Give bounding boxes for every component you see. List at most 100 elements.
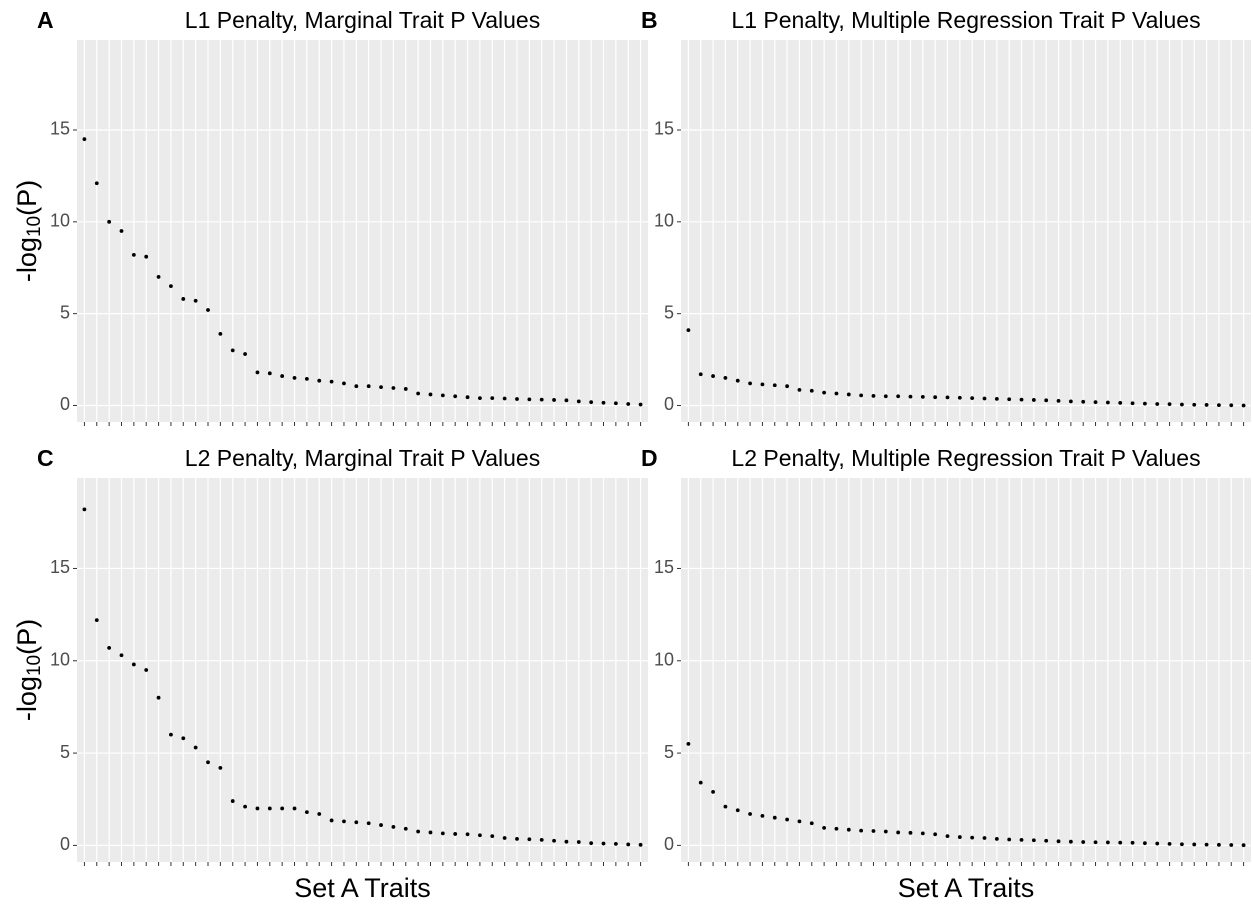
point — [1167, 402, 1172, 407]
point — [230, 799, 235, 803]
y-tick-label: 5 — [60, 302, 70, 322]
point — [846, 392, 851, 397]
y-tick-label: 5 — [60, 742, 70, 762]
point — [908, 394, 913, 399]
point — [982, 836, 987, 840]
point — [933, 832, 938, 837]
point — [1093, 840, 1098, 845]
point — [94, 618, 99, 623]
point — [243, 352, 247, 356]
point — [1204, 403, 1209, 407]
point — [453, 832, 458, 836]
point — [1229, 843, 1234, 847]
point — [292, 376, 297, 380]
point — [809, 388, 814, 393]
y-tick-label: 10 — [654, 650, 674, 670]
point — [478, 833, 482, 838]
point — [772, 815, 777, 820]
point — [193, 745, 198, 750]
point — [230, 348, 235, 353]
point — [440, 393, 445, 398]
point — [809, 821, 814, 826]
point — [169, 284, 173, 288]
y-axis-title: -log10(P) — [12, 619, 45, 721]
point — [1217, 403, 1221, 408]
point — [564, 839, 569, 844]
point — [822, 825, 827, 830]
point — [601, 841, 606, 846]
point — [527, 837, 532, 842]
point — [589, 400, 594, 405]
point — [957, 835, 962, 839]
point — [613, 842, 618, 846]
y-tick-label: 15 — [50, 557, 70, 577]
point — [1155, 402, 1160, 406]
point — [723, 376, 728, 380]
point — [218, 331, 223, 336]
y-tick-label: 15 — [654, 119, 674, 139]
point — [107, 219, 112, 224]
y-tick-label: 10 — [50, 650, 70, 670]
point — [280, 374, 285, 378]
y-axis-title: -log10(P) — [12, 180, 45, 282]
point — [82, 137, 87, 142]
point — [391, 386, 396, 390]
y-tick-label: 0 — [60, 834, 70, 854]
point — [760, 382, 765, 387]
point — [366, 821, 371, 826]
point — [1068, 839, 1073, 844]
y-tick-label: 15 — [50, 119, 70, 139]
point — [834, 391, 839, 396]
point — [970, 835, 975, 840]
y-tick-label: 15 — [654, 557, 674, 577]
point — [440, 831, 445, 836]
panel-title: L1 Penalty, Marginal Trait P Values — [185, 7, 540, 33]
point — [785, 817, 790, 822]
point — [1192, 402, 1197, 407]
point — [1068, 399, 1073, 404]
point — [711, 374, 715, 378]
point — [785, 384, 790, 389]
point — [698, 780, 703, 785]
point — [638, 842, 643, 847]
panel-title: L1 Penalty, Multiple Regression Trait P … — [731, 7, 1200, 33]
point — [119, 653, 124, 658]
point — [1130, 840, 1135, 845]
point — [1044, 838, 1049, 843]
point — [945, 834, 950, 839]
panel-background — [681, 478, 1251, 862]
point — [908, 830, 913, 835]
point — [576, 399, 581, 404]
point — [601, 400, 606, 405]
point — [871, 394, 876, 398]
point — [478, 396, 482, 401]
point — [735, 378, 740, 383]
point — [403, 826, 408, 831]
point — [626, 842, 631, 847]
point — [846, 827, 851, 832]
point — [1031, 398, 1036, 402]
point — [760, 813, 765, 818]
point — [994, 837, 999, 841]
point — [1155, 841, 1160, 846]
point — [539, 837, 544, 842]
point — [748, 812, 752, 816]
point — [292, 806, 297, 811]
point — [957, 395, 962, 400]
point — [342, 381, 346, 386]
point — [428, 392, 433, 397]
point — [1044, 398, 1049, 403]
point — [82, 507, 87, 512]
point — [280, 806, 285, 811]
point — [883, 829, 888, 834]
point — [193, 298, 198, 303]
point — [589, 841, 594, 846]
panel-tag: C — [37, 445, 54, 471]
panel-background — [77, 478, 648, 862]
point — [181, 297, 186, 301]
point — [428, 830, 433, 835]
panel-background — [77, 40, 648, 422]
point — [576, 840, 581, 844]
point — [218, 765, 223, 770]
point — [131, 662, 136, 667]
